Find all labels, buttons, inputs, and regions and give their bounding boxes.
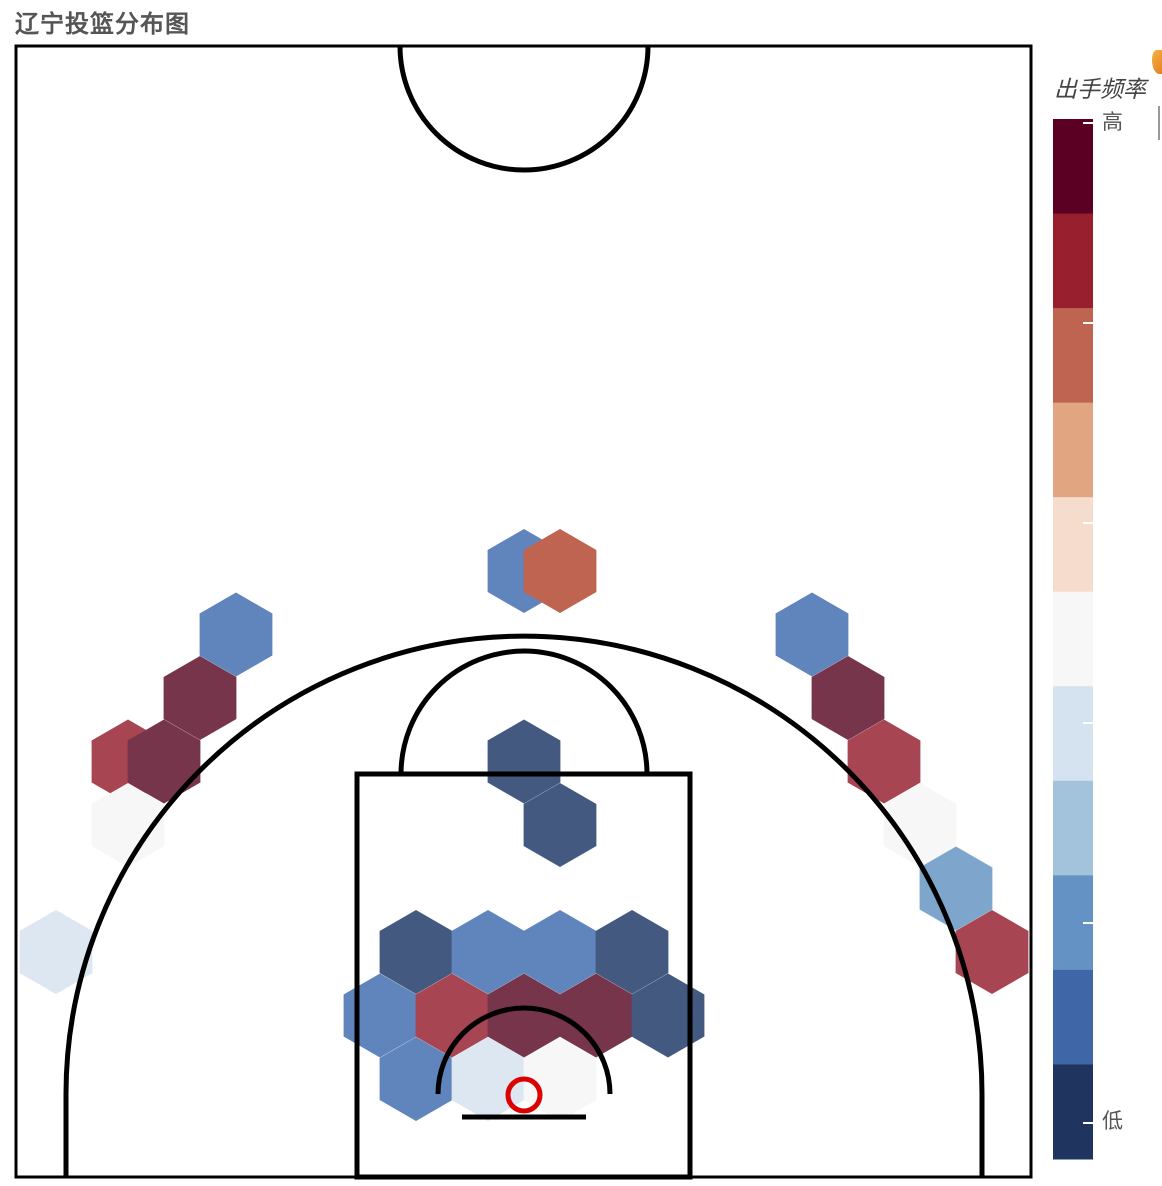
hexbin-cell (523, 529, 597, 613)
legend-swatch (1053, 686, 1093, 782)
hexbin-cell (775, 592, 849, 677)
hexbin-cell (487, 719, 561, 804)
legend-swatch (1053, 119, 1093, 215)
hexbin-cell (523, 783, 597, 867)
hexbin-cell (847, 719, 921, 804)
divider-line (1158, 106, 1160, 140)
hexbin-cell (163, 656, 237, 740)
color-legend (1053, 119, 1093, 1160)
legend-swatch (1053, 213, 1093, 309)
rim (505, 1076, 543, 1114)
legend-swatch (1053, 1064, 1093, 1160)
hexbin-layer (19, 529, 1029, 1121)
hexbin-cell (883, 783, 957, 867)
hexbin-cell (127, 719, 201, 804)
free-throw-arc (398, 648, 650, 775)
hexbin-cell (91, 783, 165, 867)
hexbin-cell (379, 910, 453, 994)
three-point-arc (63, 633, 985, 1177)
legend-swatch (1053, 969, 1093, 1065)
chart-title: 辽宁投篮分布图 (15, 10, 190, 38)
hexbin-cell (523, 910, 597, 994)
hexbin-cell (379, 1037, 453, 1121)
hexbin-cell (343, 973, 417, 1058)
center-circle (397, 45, 651, 173)
paint-area (354, 771, 693, 1180)
hexbin-cell (559, 973, 633, 1058)
hexbin-cell (955, 910, 1029, 994)
hexbin-cell (919, 846, 993, 931)
hexbin-cell (487, 973, 561, 1058)
hexbin-cell (199, 592, 273, 677)
restricted-area (435, 1005, 613, 1095)
legend-swatch (1053, 591, 1093, 687)
hexbin-cell (451, 910, 525, 994)
legend-swatch (1053, 780, 1093, 876)
hexbin-cell (631, 973, 705, 1058)
legend-swatch (1053, 497, 1093, 593)
legend-low-label: 低 (1102, 1109, 1123, 1133)
hexbin-cell (811, 656, 885, 740)
hexbin-cell (19, 910, 93, 994)
legend-swatch (1053, 402, 1093, 498)
hexbin-cell (595, 910, 669, 994)
flame-icon (1152, 50, 1162, 74)
legend-high-label: 高 (1102, 110, 1123, 134)
court-lines (14, 44, 1033, 1180)
hexbin-cell (415, 973, 489, 1058)
legend-title: 出手频率 (1054, 77, 1146, 103)
